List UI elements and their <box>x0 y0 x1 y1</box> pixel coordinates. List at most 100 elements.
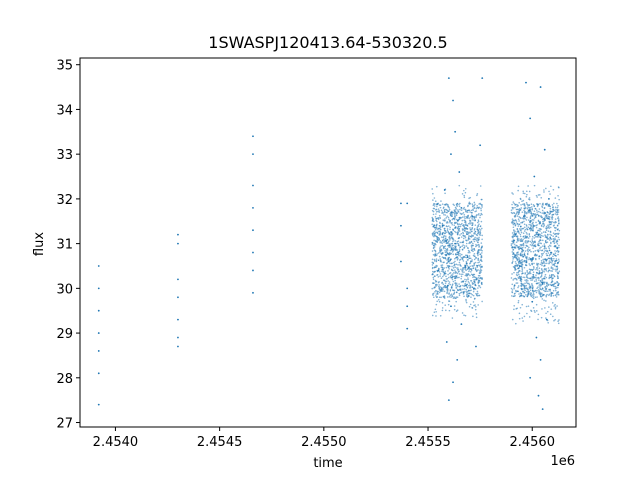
data-point <box>470 289 472 291</box>
data-point <box>513 243 516 246</box>
data-point <box>477 259 480 262</box>
data-point <box>456 309 459 311</box>
data-point <box>445 242 448 244</box>
data-point <box>511 240 513 242</box>
data-point <box>531 208 533 211</box>
data-point <box>433 205 436 207</box>
data-point <box>437 252 440 254</box>
data-point <box>548 247 550 250</box>
data-point <box>442 238 445 241</box>
data-point <box>512 260 514 262</box>
data-point <box>441 244 444 247</box>
data-point <box>455 282 458 285</box>
data-point <box>470 211 473 214</box>
data-point <box>458 254 460 257</box>
data-point <box>541 278 543 280</box>
data-point <box>476 252 479 255</box>
data-point <box>516 205 518 208</box>
data-point <box>512 258 514 260</box>
data-point <box>481 77 484 80</box>
data-point <box>469 202 472 205</box>
data-point <box>532 286 534 289</box>
data-point <box>97 309 100 312</box>
data-point <box>528 277 531 280</box>
data-point <box>475 305 477 308</box>
data-point <box>455 208 457 211</box>
data-point <box>461 228 464 230</box>
data-point <box>441 307 444 309</box>
data-point <box>511 283 514 286</box>
data-point <box>527 237 530 239</box>
data-point <box>459 234 461 236</box>
data-point <box>516 258 518 261</box>
data-point <box>446 211 448 214</box>
data-point <box>447 399 450 402</box>
data-point <box>526 245 529 248</box>
data-point <box>547 252 550 254</box>
data-point <box>516 282 519 284</box>
data-point <box>435 240 437 242</box>
data-point <box>534 257 537 260</box>
data-point <box>456 359 459 361</box>
data-point <box>451 215 454 217</box>
data-point <box>464 268 466 270</box>
data-point <box>555 260 558 262</box>
data-point <box>458 236 461 239</box>
data-point <box>440 252 442 255</box>
data-point <box>518 258 520 260</box>
data-point <box>518 207 521 210</box>
data-point <box>513 308 515 311</box>
data-point <box>475 210 478 212</box>
data-point <box>538 267 541 269</box>
data-point <box>553 264 556 267</box>
data-point <box>558 282 560 285</box>
data-point <box>558 246 560 249</box>
data-point <box>459 216 462 219</box>
data-point <box>436 237 439 239</box>
data-point <box>452 240 454 243</box>
data-point <box>522 244 525 247</box>
data-point <box>462 257 464 259</box>
data-point <box>459 292 462 294</box>
data-point <box>464 221 466 224</box>
data-point <box>537 286 539 288</box>
data-point <box>470 271 472 273</box>
data-point <box>522 232 525 234</box>
data-point <box>461 193 464 195</box>
data-point <box>477 254 479 257</box>
data-point <box>546 254 548 257</box>
data-point <box>526 269 528 272</box>
data-point <box>459 284 462 287</box>
data-point <box>461 219 464 222</box>
data-point <box>465 228 468 230</box>
data-point <box>438 255 441 258</box>
data-point <box>545 252 548 255</box>
data-point <box>437 269 440 272</box>
data-point <box>457 231 460 234</box>
data-point <box>547 284 550 287</box>
data-point <box>481 238 483 241</box>
data-point <box>530 257 532 260</box>
data-point <box>452 381 454 384</box>
data-point <box>177 278 179 281</box>
data-point <box>472 219 474 221</box>
data-point <box>481 277 483 279</box>
data-point <box>473 252 476 255</box>
data-point <box>544 262 546 265</box>
data-point <box>449 212 451 215</box>
data-point <box>438 214 441 217</box>
data-point <box>431 267 434 270</box>
data-point <box>530 242 533 244</box>
data-point <box>447 204 449 206</box>
data-point <box>521 272 524 274</box>
data-point <box>537 233 540 236</box>
data-point <box>550 251 552 254</box>
data-point <box>451 247 453 250</box>
data-point <box>467 239 469 241</box>
data-point <box>177 318 179 321</box>
data-point <box>446 265 449 267</box>
data-point <box>468 242 470 245</box>
data-point <box>540 246 542 248</box>
data-point <box>438 268 440 270</box>
